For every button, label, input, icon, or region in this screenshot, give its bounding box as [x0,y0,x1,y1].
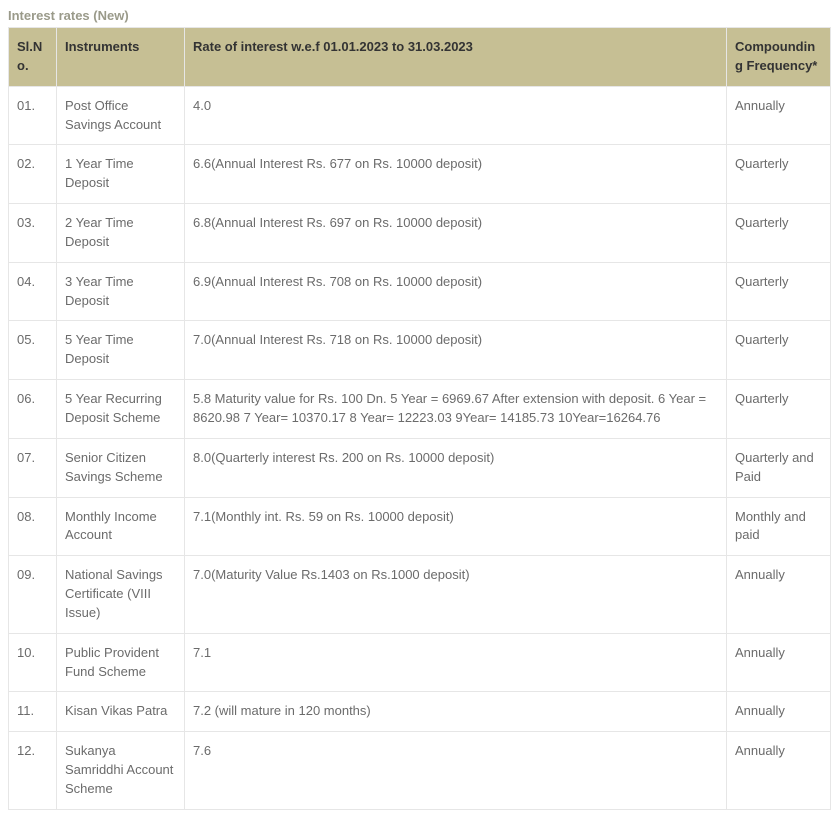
cell-cf: Annually [727,86,831,145]
cell-rate: 4.0 [185,86,727,145]
cell-cf: Quarterly [727,321,831,380]
cell-cf: Quarterly [727,262,831,321]
cell-instrument: 5 Year Recurring Deposit Scheme [57,380,185,439]
cell-slno: 03. [9,204,57,263]
col-header-rate: Rate of interest w.e.f 01.01.2023 to 31.… [185,28,727,87]
cell-slno: 12. [9,732,57,810]
cell-instrument: Monthly Income Account [57,497,185,556]
col-header-slno: Sl.No. [9,28,57,87]
cell-rate: 7.6 [185,732,727,810]
interest-rates-table: Sl.No. Instruments Rate of interest w.e.… [8,27,831,810]
cell-rate: 6.6(Annual Interest Rs. 677 on Rs. 10000… [185,145,727,204]
cell-instrument: Sukanya Samriddhi Account Scheme [57,732,185,810]
table-title: Interest rates (New) [8,8,831,23]
cell-slno: 05. [9,321,57,380]
table-row: 10. Public Provident Fund Scheme 7.1 Ann… [9,633,831,692]
table-body: 01. Post Office Savings Account 4.0 Annu… [9,86,831,809]
cell-slno: 11. [9,692,57,732]
table-row: 06. 5 Year Recurring Deposit Scheme 5.8 … [9,380,831,439]
cell-rate: 5.8 Maturity value for Rs. 100 Dn. 5 Yea… [185,380,727,439]
cell-slno: 07. [9,438,57,497]
cell-slno: 08. [9,497,57,556]
table-row: 02. 1 Year Time Deposit 6.6(Annual Inter… [9,145,831,204]
cell-rate: 7.1 [185,633,727,692]
cell-rate: 6.9(Annual Interest Rs. 708 on Rs. 10000… [185,262,727,321]
table-row: 11. Kisan Vikas Patra 7.2 (will mature i… [9,692,831,732]
cell-instrument: Post Office Savings Account [57,86,185,145]
cell-cf: Annually [727,732,831,810]
cell-cf: Quarterly and Paid [727,438,831,497]
table-row: 01. Post Office Savings Account 4.0 Annu… [9,86,831,145]
cell-rate: 7.1(Monthly int. Rs. 59 on Rs. 10000 dep… [185,497,727,556]
table-row: 04. 3 Year Time Deposit 6.9(Annual Inter… [9,262,831,321]
cell-rate: 7.2 (will mature in 120 months) [185,692,727,732]
cell-rate: 7.0(Maturity Value Rs.1403 on Rs.1000 de… [185,556,727,634]
cell-instrument: Public Provident Fund Scheme [57,633,185,692]
cell-cf: Quarterly [727,204,831,263]
cell-instrument: 1 Year Time Deposit [57,145,185,204]
cell-slno: 06. [9,380,57,439]
cell-slno: 09. [9,556,57,634]
cell-instrument: 2 Year Time Deposit [57,204,185,263]
cell-rate: 6.8(Annual Interest Rs. 697 on Rs. 10000… [185,204,727,263]
table-header-row: Sl.No. Instruments Rate of interest w.e.… [9,28,831,87]
cell-cf: Quarterly [727,145,831,204]
cell-instrument: 5 Year Time Deposit [57,321,185,380]
table-row: 07. Senior Citizen Savings Scheme 8.0(Qu… [9,438,831,497]
cell-cf: Quarterly [727,380,831,439]
cell-cf: Monthly and paid [727,497,831,556]
col-header-instruments: Instruments [57,28,185,87]
table-row: 12. Sukanya Samriddhi Account Scheme 7.6… [9,732,831,810]
cell-instrument: Kisan Vikas Patra [57,692,185,732]
table-row: 05. 5 Year Time Deposit 7.0(Annual Inter… [9,321,831,380]
cell-instrument: 3 Year Time Deposit [57,262,185,321]
cell-slno: 04. [9,262,57,321]
cell-instrument: Senior Citizen Savings Scheme [57,438,185,497]
cell-slno: 10. [9,633,57,692]
cell-cf: Annually [727,633,831,692]
cell-rate: 7.0(Annual Interest Rs. 718 on Rs. 10000… [185,321,727,380]
cell-cf: Annually [727,692,831,732]
cell-slno: 01. [9,86,57,145]
table-row: 09. National Savings Certificate (VIII I… [9,556,831,634]
cell-rate: 8.0(Quarterly interest Rs. 200 on Rs. 10… [185,438,727,497]
cell-cf: Annually [727,556,831,634]
table-row: 08. Monthly Income Account 7.1(Monthly i… [9,497,831,556]
table-row: 03. 2 Year Time Deposit 6.8(Annual Inter… [9,204,831,263]
col-header-compounding: Compounding Frequency* [727,28,831,87]
cell-slno: 02. [9,145,57,204]
cell-instrument: National Savings Certificate (VIII Issue… [57,556,185,634]
